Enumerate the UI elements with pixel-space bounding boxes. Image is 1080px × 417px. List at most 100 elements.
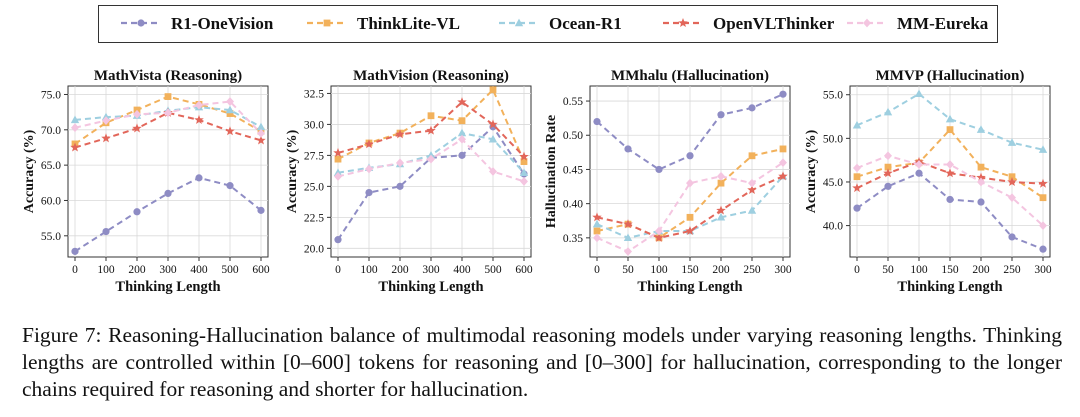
x-tick-label: 600 (252, 264, 270, 276)
caption-text: Reasoning-Hallucination balance of multi… (22, 323, 1062, 401)
data-point (779, 90, 787, 98)
data-point (884, 182, 892, 190)
data-point (164, 189, 172, 198)
series-r1-onevision (853, 169, 1047, 253)
data-point (748, 152, 756, 160)
y-tick-label: 65.0 (41, 160, 61, 172)
data-point (132, 123, 142, 133)
x-tick-label: 100 (910, 264, 928, 276)
y-tick-label: 55.0 (41, 231, 61, 243)
x-tick-label: 200 (972, 264, 990, 276)
data-point (624, 247, 632, 256)
x-tick-label: 100 (360, 264, 378, 276)
data-point (488, 119, 498, 129)
y-tick-label: 50.0 (823, 133, 843, 145)
data-point (883, 168, 893, 178)
y-axis-label: Accuracy (%) (22, 129, 37, 213)
data-point (592, 212, 602, 222)
data-point (624, 145, 632, 153)
chart-title: MMhalu (Hallucination) (611, 68, 769, 84)
x-tick-label: 150 (941, 264, 959, 276)
data-point (520, 158, 528, 165)
x-tick-label: 400 (453, 264, 471, 276)
data-point (748, 104, 756, 112)
data-point (1039, 194, 1047, 202)
data-point (654, 232, 664, 242)
chart-mmvp: MMVP (Hallucination) 40.0 45.0 50.0 55.0 0 50 1… (800, 62, 1055, 299)
data-point (256, 135, 266, 145)
x-tick-label: 600 (515, 264, 533, 276)
data-point (333, 147, 343, 157)
x-tick-label: 400 (190, 264, 208, 276)
y-tick-label: 0.45 (563, 164, 583, 176)
y-tick-label: 40.0 (823, 221, 843, 233)
data-point (365, 188, 373, 197)
y-axis-label: Accuracy (%) (285, 129, 300, 213)
legend-marker-square (323, 19, 331, 27)
data-point (194, 114, 204, 124)
series-mm-eureka (593, 158, 787, 256)
data-point (365, 164, 373, 174)
data-point (364, 139, 374, 149)
series-r1-onevision (593, 90, 787, 174)
data-point (977, 198, 985, 206)
x-tick-label: 0 (335, 264, 341, 276)
data-point (779, 158, 787, 168)
y-tick-label: 27.5 (304, 150, 324, 162)
data-point (976, 125, 986, 133)
data-point (716, 212, 726, 221)
data-point (457, 97, 467, 107)
legend-label: ThinkLite-VL (357, 14, 460, 33)
data-point (977, 177, 985, 187)
data-point (593, 227, 601, 235)
x-tick-label: 0 (594, 264, 600, 276)
data-point (70, 142, 80, 152)
data-point (779, 145, 787, 153)
y-tick-label: 30.0 (304, 119, 324, 131)
data-point (915, 169, 923, 177)
y-tick-label: 45.0 (823, 177, 843, 189)
data-point (655, 226, 663, 236)
x-tick-label: 300 (774, 264, 792, 276)
data-point (686, 178, 694, 188)
data-point (977, 163, 985, 171)
x-tick-label: 300 (422, 264, 440, 276)
data-point (747, 206, 757, 214)
data-point (853, 204, 861, 212)
legend-entry-r1-onevision: R1-OneVision (121, 14, 274, 33)
x-tick-label: 200 (128, 264, 146, 276)
data-point (685, 226, 695, 236)
data-point (334, 172, 342, 181)
data-point (717, 171, 725, 181)
y-tick-label: 32.5 (304, 88, 324, 100)
chart-title: MathVision (Reasoning) (353, 68, 509, 84)
data-point (1008, 233, 1016, 241)
data-point (226, 182, 234, 190)
data-point (489, 167, 497, 176)
legend-label: OpenVLThinker (713, 14, 835, 33)
data-point (225, 105, 235, 114)
data-point (593, 233, 601, 243)
y-tick-label: 60.0 (41, 195, 61, 207)
x-tick-label: 250 (743, 264, 761, 276)
data-point (427, 154, 435, 164)
legend: R1-OneVision ThinkLite-VL Ocean-R1 OpenVLTh… (98, 5, 998, 43)
data-point (1039, 221, 1047, 230)
data-point (458, 117, 466, 125)
figure-caption: Figure 7: Reasoning-Hallucination balanc… (22, 322, 1062, 403)
legend-label: MM-Eureka (897, 14, 989, 33)
chart-title: MathVista (Reasoning) (94, 68, 242, 84)
data-point (396, 182, 404, 190)
data-point (976, 172, 986, 182)
x-tick-label: 100 (97, 264, 115, 276)
data-point (396, 158, 404, 168)
legend-marker-triangle (514, 18, 524, 27)
y-axis-label: Accuracy (%) (804, 129, 819, 213)
legend-marker-star (678, 18, 688, 28)
data-point (945, 114, 955, 123)
data-point (257, 206, 265, 214)
data-point (852, 183, 862, 193)
data-point (488, 134, 498, 143)
data-point (946, 160, 954, 169)
data-point (195, 174, 203, 182)
